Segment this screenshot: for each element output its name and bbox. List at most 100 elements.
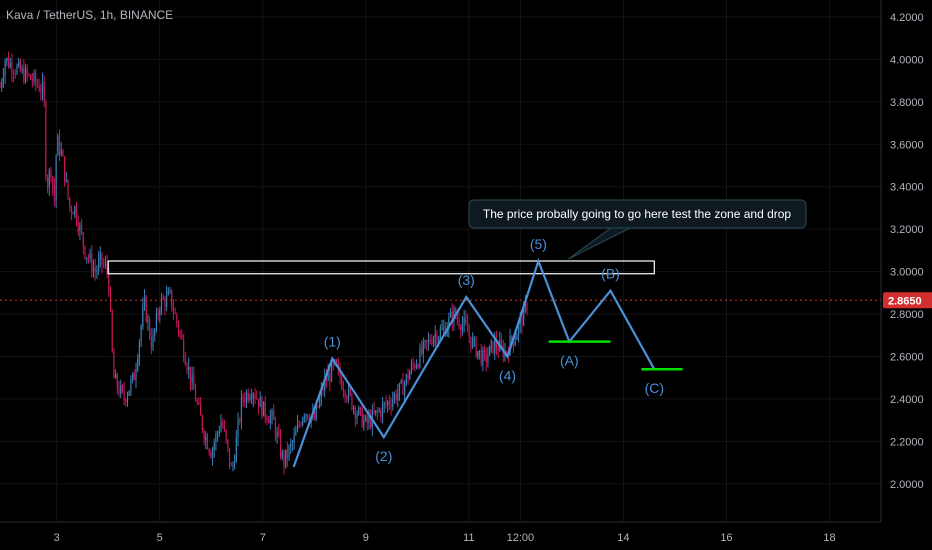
candle-body	[120, 385, 122, 395]
candle-body	[268, 420, 270, 423]
candle-body	[295, 431, 297, 436]
candle-body	[465, 317, 467, 324]
candle-body	[94, 267, 96, 273]
candle-body	[419, 347, 421, 367]
candle-body	[354, 407, 356, 419]
candle-body	[198, 402, 200, 404]
candle-body	[439, 329, 441, 338]
candle-body	[62, 150, 64, 157]
candle-body	[103, 264, 105, 266]
x-axis[interactable]: 3 5 7 9 11 12:00 14 16 18	[0, 521, 881, 544]
x-tick-label: 9	[363, 532, 369, 544]
candle-body	[451, 311, 453, 324]
candle-body	[485, 352, 487, 362]
candle-body	[438, 337, 440, 343]
candle-body	[181, 333, 183, 339]
candle-body	[461, 323, 464, 331]
candle-body	[441, 328, 443, 330]
candle-body	[81, 225, 83, 233]
candle-body	[227, 439, 229, 448]
candle-body	[421, 347, 423, 354]
candle-body	[302, 418, 304, 426]
candle-body	[1, 82, 3, 88]
candle-body	[189, 366, 192, 383]
candle-body	[0, 87, 1, 88]
candle-body	[232, 465, 234, 467]
candle-body	[72, 212, 74, 215]
candle-body	[347, 387, 350, 399]
candle-body	[179, 332, 181, 334]
candle-body	[164, 299, 166, 307]
candle-body	[480, 350, 482, 365]
candle-body	[65, 179, 67, 182]
candle-body	[86, 257, 88, 259]
wave-label: (4)	[499, 367, 516, 383]
candle-body	[324, 377, 326, 391]
candle-body	[526, 303, 528, 311]
candle-body	[341, 378, 343, 389]
candle-body	[48, 170, 50, 187]
candle-body	[128, 390, 130, 396]
candle-body	[118, 387, 120, 395]
candle-body	[159, 310, 161, 316]
candle-body	[274, 419, 277, 437]
candle-body	[111, 310, 113, 352]
y-tick-label: 3.2000	[890, 224, 924, 236]
candle-body	[249, 398, 251, 401]
candle-body	[466, 323, 469, 333]
candle-body	[16, 66, 18, 74]
candle-body	[483, 350, 486, 353]
candle-body	[108, 271, 110, 293]
y-tick-label: 3.0000	[890, 267, 924, 279]
candle-body	[387, 401, 389, 405]
candle-body	[99, 252, 101, 260]
candle-body	[385, 403, 387, 405]
candle-body	[40, 91, 42, 93]
candle-body	[84, 245, 86, 258]
candle-body	[288, 446, 290, 458]
candle-body	[74, 206, 76, 215]
annotation-callout[interactable]: The price probally going to go here test…	[468, 199, 807, 260]
candle-body	[205, 436, 207, 441]
candle-body	[395, 393, 397, 401]
candle-body	[458, 319, 460, 327]
candle-body	[176, 313, 178, 323]
candle-body	[186, 364, 188, 371]
candle-body	[26, 68, 28, 75]
candle-body	[130, 379, 132, 391]
candle-body	[414, 364, 416, 369]
candle-body	[200, 403, 202, 416]
symbol-title[interactable]: Kava / TetherUS, 1h, BINANCE	[6, 8, 174, 22]
candle-body	[222, 422, 224, 427]
candle-body	[149, 319, 151, 337]
x-tick-label: 18	[823, 532, 835, 544]
candle-body	[487, 356, 489, 362]
candle-body	[398, 382, 401, 393]
candle-body	[336, 359, 338, 366]
candle-body	[218, 431, 220, 433]
candle-body	[167, 291, 169, 295]
candle-body	[516, 334, 518, 340]
candle-body	[244, 399, 246, 403]
candle-body	[273, 410, 275, 420]
candle-body	[23, 67, 25, 82]
candle-body	[475, 338, 477, 357]
y-tick-label: 3.8000	[890, 97, 924, 109]
y-axis[interactable]: 4.2000 4.0000 3.8000 3.6000 3.4000 3.2000 3.00…	[880, 0, 924, 522]
candle-body	[456, 317, 458, 320]
candle-body	[104, 263, 107, 265]
candle-body	[431, 342, 433, 344]
candle-body	[237, 420, 239, 438]
candle-body	[500, 340, 503, 346]
candle-body	[405, 374, 407, 384]
candle-body	[300, 424, 302, 426]
candle-body	[397, 392, 399, 401]
candle-body	[409, 372, 411, 380]
candle-body	[402, 380, 404, 395]
candle-body	[511, 336, 513, 342]
candle-body	[390, 404, 392, 407]
candle-body	[155, 313, 158, 330]
candle-body	[116, 374, 118, 388]
candle-body	[69, 197, 71, 209]
